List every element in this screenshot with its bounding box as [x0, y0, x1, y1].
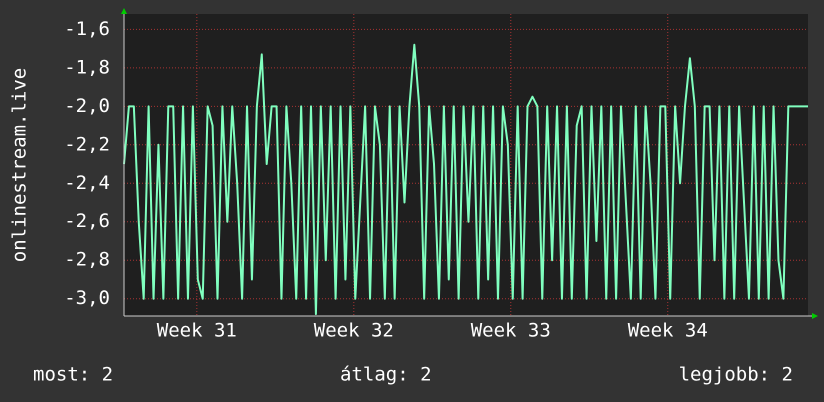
x-arrow [812, 313, 818, 319]
footer-current: most: 2 [33, 364, 113, 386]
y-arrow [121, 8, 127, 14]
y-axis-label: onlinestream.live [9, 68, 31, 262]
y-tick-label: -2,0 [64, 95, 110, 117]
x-tick-label: Week 34 [628, 320, 708, 342]
footer-average: átlag: 2 [340, 364, 432, 386]
y-tick-label: -2,8 [64, 249, 110, 271]
data-line [123, 43, 808, 316]
y-tick-label: -3,0 [64, 287, 110, 309]
footer-best: legjobb: 2 [679, 364, 793, 386]
x-tick-label: Week 32 [314, 320, 394, 342]
y-tick-label: -2,2 [64, 133, 110, 155]
y-tick-label: -1,8 [64, 56, 110, 78]
y-tick-label: -2,6 [64, 210, 110, 232]
y-tick-label: -2,4 [64, 172, 110, 194]
x-tick-label: Week 31 [157, 320, 237, 342]
y-tick-label: -1,6 [64, 18, 110, 40]
x-tick-label: Week 33 [471, 320, 551, 342]
